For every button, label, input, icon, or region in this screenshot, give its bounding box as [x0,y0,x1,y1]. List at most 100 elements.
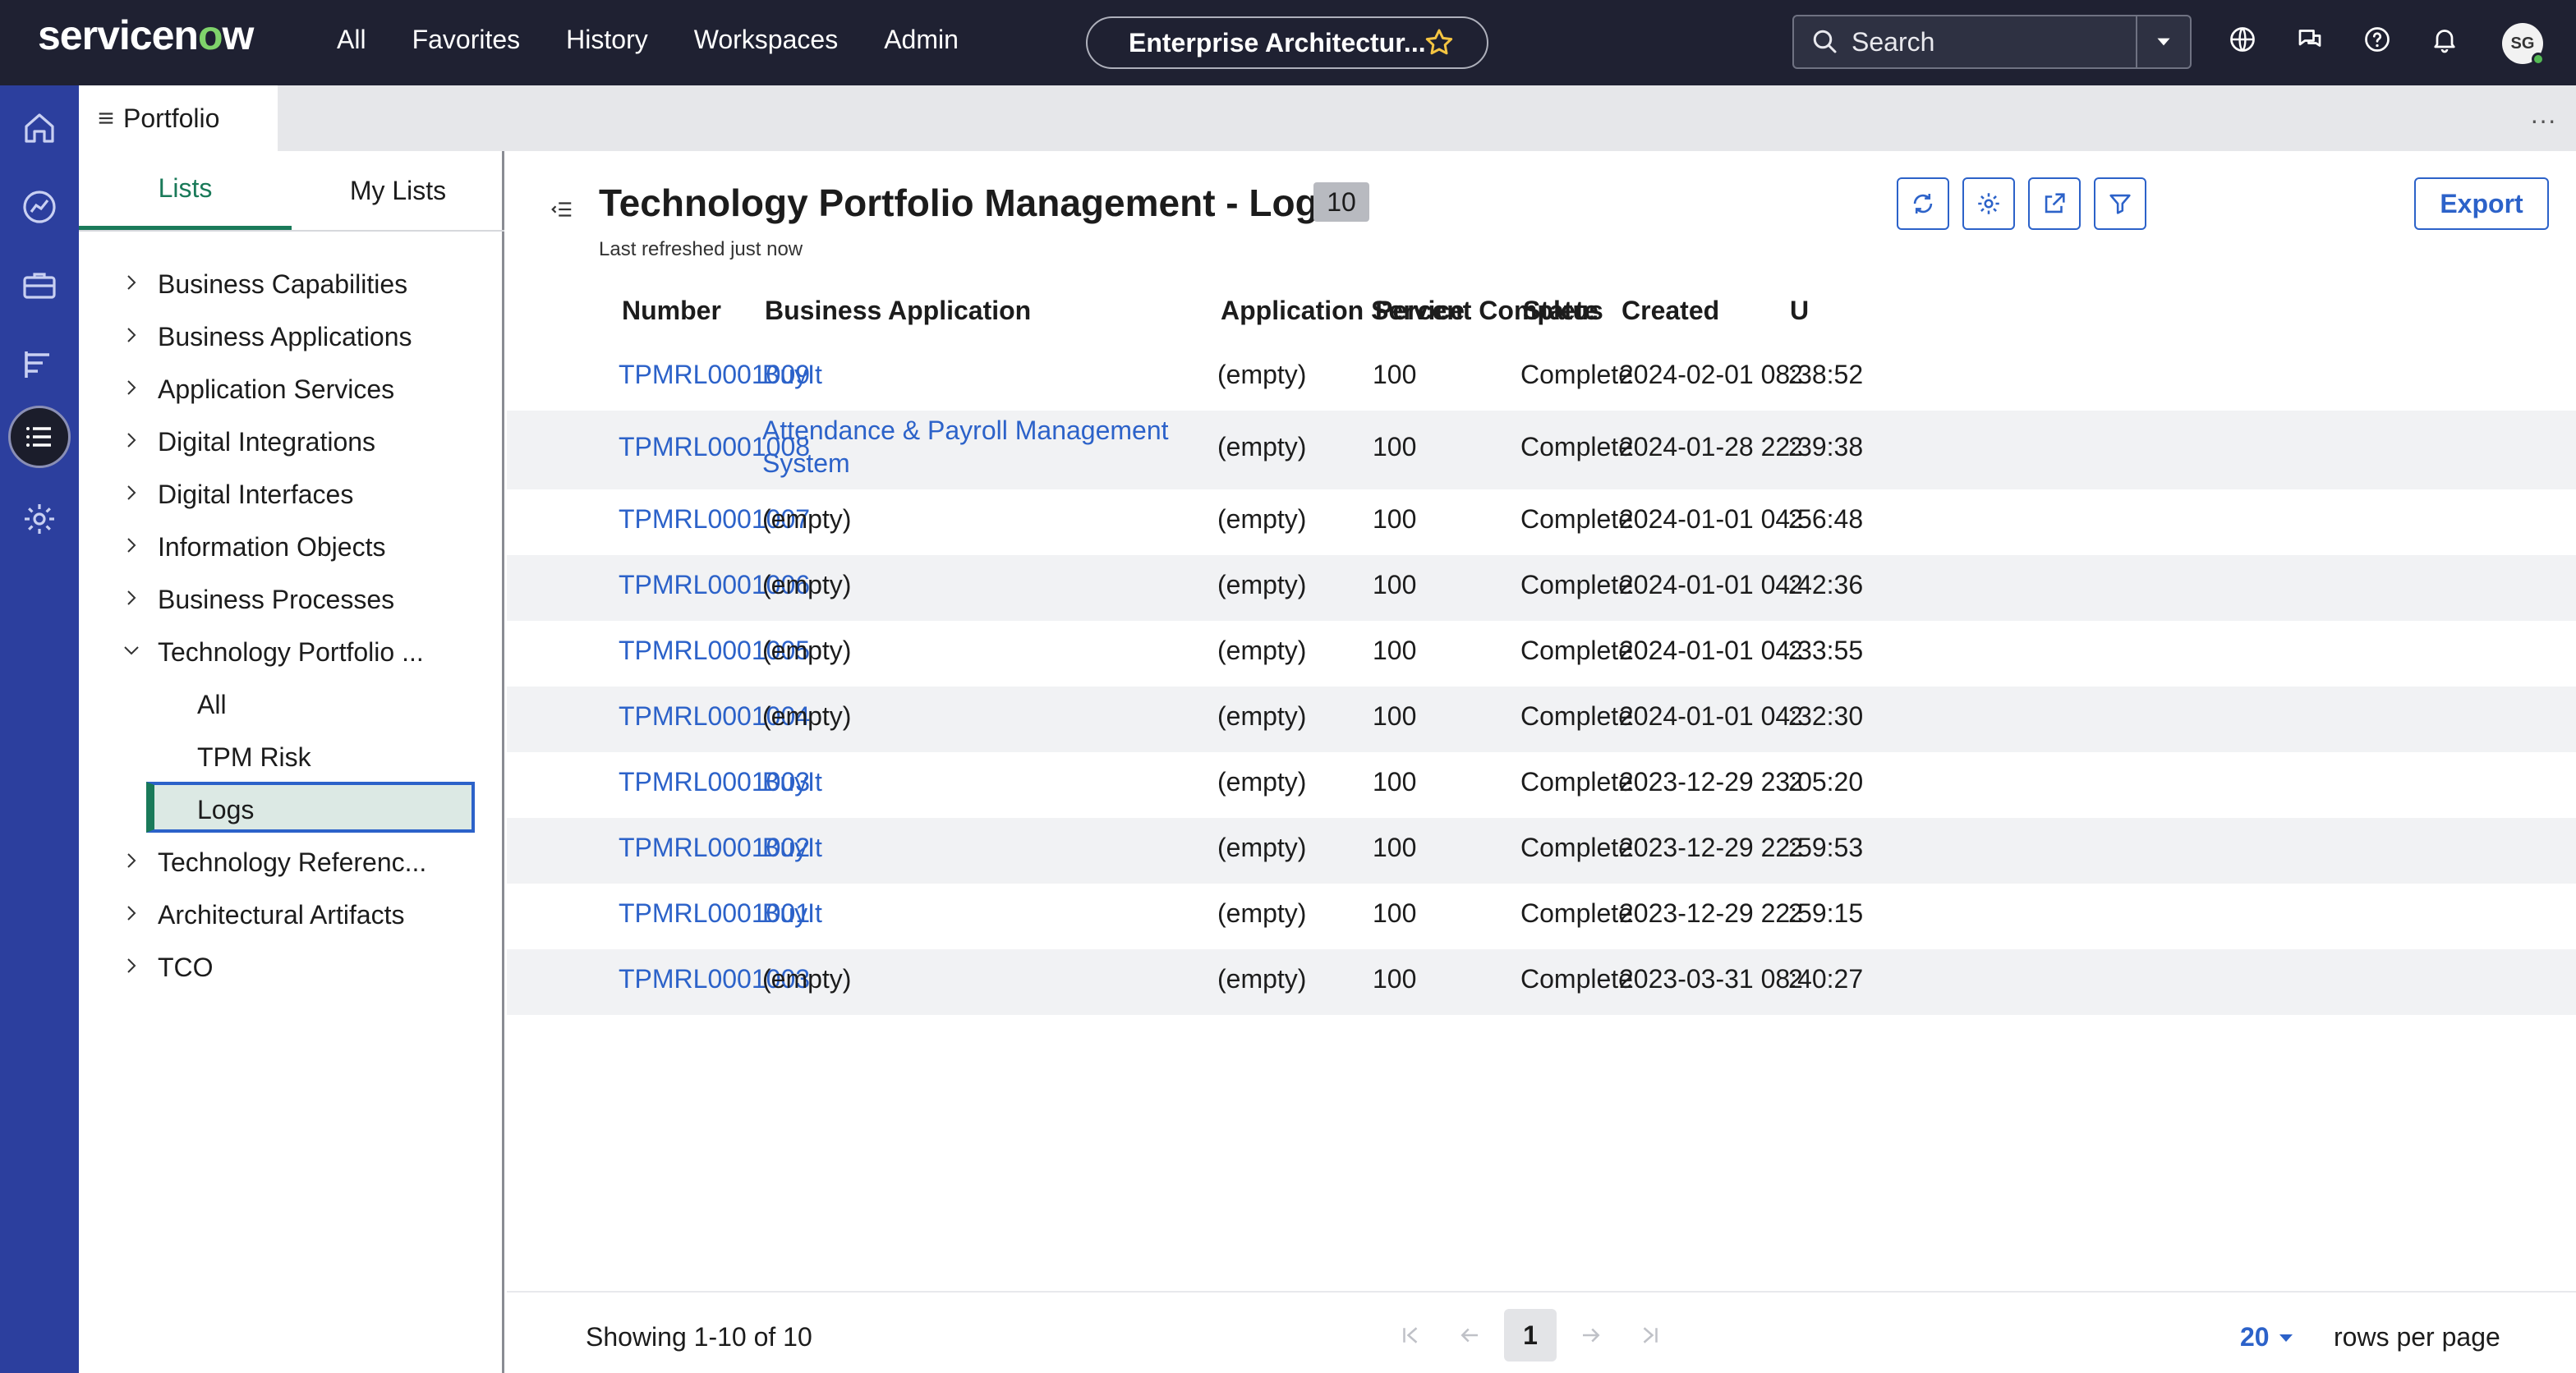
business-app-link[interactable]: BuyIt [762,833,822,862]
column-header-created[interactable]: Created [1622,296,1720,325]
tree-child-all[interactable]: All [79,677,504,729]
nav-favorites[interactable]: Favorites [412,25,521,54]
record-number-link[interactable]: TPMRL0001002 [619,833,811,862]
rail-analytics[interactable] [16,184,62,230]
export-button[interactable]: Export [2414,177,2549,230]
truncated-cell: 2 [1788,964,1803,994]
rail-home[interactable] [16,105,62,151]
tree-child-tpm-risk[interactable]: TPM Risk [79,729,504,782]
user-avatar[interactable]: SG [2502,23,2545,66]
business-app-link[interactable]: BuyIt [762,360,822,389]
app-service-cell: (empty) [1217,636,1307,665]
business-app-cell: (empty) [762,701,852,731]
more-options-icon[interactable]: ··· [2530,105,2556,135]
rows-per-page-select[interactable]: 20 [2240,1322,2296,1352]
tree-item-digital-interfaces[interactable]: Digital Interfaces [79,466,504,519]
servicenow-logo[interactable]: servicenow [38,12,254,58]
rail-roadmap[interactable] [16,342,62,388]
tree-item-technology-reference[interactable]: Technology Referenc... [79,834,504,887]
tree-item-architectural-artifacts[interactable]: Architectural Artifacts [79,887,504,939]
rail-lists[interactable] [8,406,71,468]
table-row: TPMRL0001008 Attendance & Payroll Manage… [507,411,2576,489]
created-cell: 2023-12-29 23:05:20 [1619,767,1864,797]
next-page-button[interactable] [1562,1309,1621,1362]
collapse-panel-icon[interactable] [548,197,576,222]
truncated-cell: 2 [1788,570,1803,599]
tree-item-business-capabilities[interactable]: Business Capabilities [79,256,504,309]
refresh-button[interactable] [1897,177,1949,230]
column-header-updated[interactable]: U [1790,296,1810,325]
created-cell: 2023-12-29 22:59:53 [1619,833,1864,862]
refresh-icon [1913,193,1933,214]
first-page-button[interactable] [1381,1309,1440,1362]
record-count-badge: 10 [1313,182,1369,222]
tab-portfolio[interactable]: Portfolio [79,85,278,151]
rail-portfolio[interactable] [16,263,62,309]
side-tabs: Lists My Lists [79,151,504,232]
filter-button[interactable] [2094,177,2146,230]
last-page-button[interactable] [1621,1309,1680,1362]
column-header-business-application[interactable]: Business Application [765,296,1032,325]
record-number-link[interactable]: TPMRL0001008 [619,432,811,461]
column-header-application-service[interactable]: Application Service [1221,296,1465,325]
business-app-link-line2[interactable]: System [762,448,850,478]
search-scope-dropdown[interactable] [2136,16,2190,67]
app-service-cell: (empty) [1217,360,1307,389]
rail-settings[interactable] [16,496,62,542]
column-header-status[interactable]: Status [1523,296,1603,325]
search-placeholder: Search [1852,26,1935,57]
record-number-link[interactable]: TPMRL0001007 [619,504,811,534]
list-settings-button[interactable] [1962,177,2015,230]
pagination: 1 [1381,1309,1680,1362]
record-number-link[interactable]: TPMRL0001003 [619,964,811,994]
tree-item-technology-portfolio[interactable]: Technology Portfolio ... [79,624,504,677]
tree-child-logs[interactable]: Logs [79,782,504,834]
bell-icon[interactable] [2430,25,2459,54]
list-footer: Showing 1-10 of 10 1 20 rows per page [507,1291,2576,1373]
share-button[interactable] [2028,177,2081,230]
help-icon[interactable] [2362,25,2392,54]
business-app-link[interactable]: BuyIt [762,898,822,928]
percent-cell: 100 [1373,833,1417,862]
current-page-button[interactable]: 1 [1504,1309,1557,1362]
status-cell: Complete [1520,360,1633,389]
record-number-link[interactable]: TPMRL0001003 [619,767,811,797]
nav-history[interactable]: History [566,25,648,54]
tree-item-business-processes[interactable]: Business Processes [79,572,504,624]
tree-item-application-services[interactable]: Application Services [79,361,504,414]
tree-item-business-applications[interactable]: Business Applications [79,309,504,361]
tab-lists[interactable]: Lists [79,151,292,230]
global-search-input[interactable]: Search [1792,15,2192,69]
percent-cell: 100 [1373,767,1417,797]
roadmap-icon [25,351,49,378]
nav-all[interactable]: All [337,25,366,54]
tree-item-digital-integrations[interactable]: Digital Integrations [79,414,504,466]
table-row: TPMRL0001004 (empty) (empty) 100 Complet… [507,686,2576,752]
nav-workspaces[interactable]: Workspaces [693,25,839,54]
record-number-link[interactable]: TPMRL0001006 [619,570,811,599]
previous-page-button[interactable] [1440,1309,1499,1362]
briefcase-icon [23,273,56,299]
record-number-link[interactable]: TPMRL0001001 [619,898,811,928]
truncated-cell: 2 [1788,833,1803,862]
record-number-link[interactable]: TPMRL0001004 [619,701,811,731]
globe-icon[interactable] [2228,25,2257,54]
tree-item-information-objects[interactable]: Information Objects [79,519,504,572]
left-rail [0,85,79,1373]
business-app-link[interactable]: Attendance & Payroll Management [762,416,1169,445]
record-number-link[interactable]: TPMRL0001005 [619,636,811,665]
column-header-number[interactable]: Number [622,296,721,325]
business-app-link[interactable]: BuyIt [762,767,822,797]
chat-icon[interactable] [2295,25,2325,54]
column-header-percent-complete[interactable]: Percent Complete [1375,296,1599,325]
tree-item-tco[interactable]: TCO [79,939,504,992]
context-title-pill[interactable]: Enterprise Architectur... [1086,16,1488,69]
nav-admin[interactable]: Admin [884,25,959,54]
favorite-star-icon[interactable] [1423,26,1456,59]
status-cell: Complete [1520,833,1633,862]
tree-label: TPM Risk [197,742,311,772]
record-number-link[interactable]: TPMRL0001009 [619,360,811,389]
tab-my-lists[interactable]: My Lists [349,175,447,205]
truncated-cell: 2 [1788,360,1803,389]
next-page-icon [1583,1328,1600,1343]
